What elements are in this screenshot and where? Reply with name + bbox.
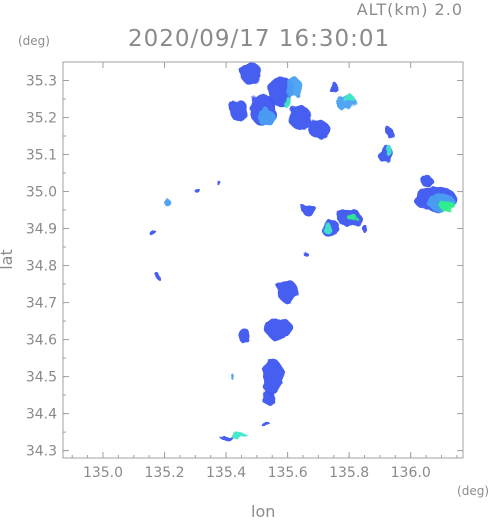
- y-tick-label: 35.3: [26, 74, 57, 90]
- x-tick-label: 135.6: [268, 465, 308, 481]
- echo-cell: [303, 252, 309, 257]
- y-tick-label: 34.4: [26, 407, 57, 423]
- x-tick-label: 135.2: [144, 465, 184, 481]
- plot-frame: [62, 61, 464, 459]
- echo-cell: [343, 95, 356, 103]
- x-axis-unit: (deg): [457, 484, 489, 498]
- y-tick-label: 34.5: [26, 370, 57, 386]
- echo-cell: [261, 358, 283, 396]
- y-axis-unit: (deg): [18, 34, 50, 48]
- echo-cell: [261, 421, 271, 428]
- y-tick-label: 34.3: [26, 444, 57, 460]
- echo-cell: [329, 82, 339, 94]
- echo-cell: [419, 174, 433, 186]
- echo-cell: [217, 181, 222, 187]
- echo-cell: [347, 213, 357, 222]
- x-axis-label: lon: [251, 502, 276, 521]
- echo-cell: [276, 280, 299, 303]
- x-axis-ticks: 135.0 135.2 135.4 135.6 135.8 136.0: [71, 62, 458, 481]
- echo-cell: [196, 188, 201, 195]
- echo-cell: [239, 62, 262, 85]
- echo-cell: [258, 108, 274, 127]
- y-tick-label: 35.1: [26, 148, 57, 164]
- echo-cell: [263, 391, 276, 407]
- echo-cell: [323, 222, 333, 235]
- echo-cell: [283, 97, 293, 109]
- altitude-label: ALT(km) 2.0: [356, 0, 463, 19]
- echo-cell: [439, 200, 456, 212]
- echo-cell: [238, 328, 251, 344]
- echo-cell: [229, 433, 248, 439]
- y-tick-label: 35.0: [26, 185, 57, 201]
- echo-cell: [301, 204, 317, 216]
- radar-echo-layer: [149, 62, 457, 440]
- echo-cell: [230, 373, 235, 380]
- echo-cell: [264, 317, 293, 340]
- echo-cell: [307, 119, 330, 138]
- y-tick-label: 34.7: [26, 296, 57, 312]
- y-tick-label: 35.2: [26, 111, 57, 127]
- echo-cell: [156, 273, 161, 280]
- echo-cell: [286, 76, 302, 100]
- y-tick-label: 34.6: [26, 333, 57, 349]
- echo-cell: [229, 99, 248, 122]
- x-tick-label: 135.8: [329, 465, 369, 481]
- echo-cell: [219, 435, 233, 440]
- echo-cell: [386, 126, 393, 138]
- y-tick-label: 34.9: [26, 222, 57, 238]
- echo-cell: [149, 228, 156, 236]
- y-tick-label: 34.8: [26, 259, 57, 275]
- echo-cell: [164, 198, 171, 207]
- y-axis-ticks: 34.3 34.4 34.5 34.6 34.7 34.8 34.9 35.0 35.1 35.2…: [26, 74, 463, 460]
- chart-title: 2020/09/17 16:30:01: [128, 26, 391, 52]
- x-tick-label: 135.0: [83, 465, 123, 481]
- echo-cell: [287, 106, 313, 129]
- x-tick-label: 136.0: [391, 465, 431, 481]
- echo-cell: [361, 224, 368, 233]
- echo-cell: [386, 145, 393, 157]
- x-tick-label: 135.4: [206, 465, 246, 481]
